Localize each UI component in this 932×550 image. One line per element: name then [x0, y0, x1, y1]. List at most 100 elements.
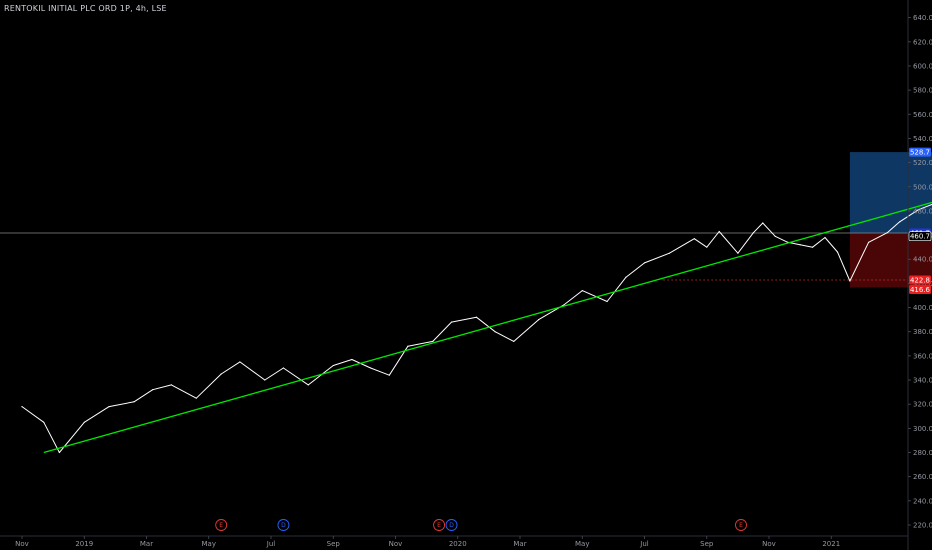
price-tick-label: 300.0	[913, 425, 932, 433]
time-tick-label: Mar	[513, 540, 526, 548]
price-tag-stop	[909, 275, 931, 285]
price-axis[interactable]: 220.0 240.0 260.0 280.0 300.0 320.0 340.0 360.0…	[907, 0, 932, 550]
price-tick-label: 340.0	[913, 377, 932, 385]
time-tick-label: Mar	[140, 540, 153, 548]
price-point	[836, 251, 839, 253]
price-point	[606, 300, 608, 303]
price-point	[513, 340, 515, 342]
profit-zone	[849, 152, 932, 234]
price-series	[21, 203, 932, 454]
price-point	[220, 373, 222, 375]
price-tick-label: 540.0	[913, 135, 932, 143]
price-point	[170, 384, 172, 386]
price-point	[307, 384, 309, 386]
time-tick-label: Jul	[266, 540, 276, 548]
price-tick-label: 520.0	[913, 159, 932, 167]
price-tick-label: 560.0	[913, 111, 932, 119]
price-tick-label: 620.0	[913, 38, 932, 46]
price-point	[407, 345, 409, 347]
support-trendline[interactable]	[43, 114, 932, 454]
price-point	[762, 222, 764, 224]
price-point	[774, 235, 776, 237]
price-tag-label: 460.7	[910, 233, 930, 241]
price-point	[239, 361, 241, 363]
price-point	[133, 401, 135, 403]
price-tick-label: 480.0	[913, 207, 932, 215]
price-point	[432, 340, 434, 342]
price-point	[668, 252, 671, 254]
time-tick-label: Sep	[327, 540, 341, 548]
time-tick-label: Nov	[762, 540, 776, 548]
price-point	[282, 367, 285, 369]
price-point	[811, 246, 814, 248]
dividend-event-marker	[445, 519, 458, 531]
time-tick-label: May	[202, 540, 216, 548]
price-tag-target	[909, 147, 931, 157]
price-point	[849, 280, 851, 282]
price-point	[538, 319, 540, 321]
price-point	[799, 244, 801, 246]
trendline-layer[interactable]	[43, 114, 932, 454]
price-point	[388, 374, 390, 376]
price-tag-stop	[909, 285, 931, 295]
price-point	[21, 406, 23, 408]
price-tick-label: 440.0	[913, 256, 932, 264]
time-tick-label: Nov	[389, 540, 403, 548]
price-point	[152, 389, 154, 391]
time-tick-label: 2019	[75, 540, 93, 548]
horizontal-lines	[0, 232, 908, 281]
price-line	[21, 203, 932, 453]
dividend-event-marker	[277, 519, 290, 531]
price-point	[450, 321, 453, 323]
price-tick-label: 220.0	[913, 522, 932, 530]
price-tick-label: 380.0	[913, 328, 932, 336]
price-point	[195, 397, 197, 399]
price-point	[494, 331, 496, 333]
chart-title: RENTOKIL INITIAL PLC ORD 1P, 4h, LSE	[4, 4, 167, 13]
price-point	[917, 209, 920, 211]
price-tick-label: 400.0	[913, 304, 932, 312]
price-point	[737, 252, 739, 254]
earnings-event-marker	[215, 519, 228, 531]
price-point	[693, 238, 695, 240]
earnings-event-marker	[735, 519, 747, 531]
event-label: E	[437, 522, 441, 529]
price-point	[625, 276, 627, 278]
event-label: D	[449, 522, 454, 529]
price-tick-label: 360.0	[913, 352, 932, 360]
price-tag-last	[908, 231, 932, 242]
price-point	[108, 406, 110, 408]
price-point	[58, 451, 60, 454]
price-tag-label: 422.8	[910, 277, 930, 285]
time-tick-label: Nov	[15, 540, 29, 548]
price-point	[643, 262, 646, 264]
price-tick-label: 260.0	[913, 473, 932, 481]
price-point	[581, 290, 583, 292]
time-axis[interactable]: Nov 2019 Mar May Jul Sep Nov 2020 Mar May Jul Sep No…	[0, 535, 908, 548]
event-label: E	[219, 522, 223, 529]
price-point	[43, 421, 45, 423]
price-point	[475, 316, 478, 318]
event-label: E	[739, 522, 743, 529]
price-tick-label: 280.0	[913, 449, 932, 457]
price-point	[886, 232, 888, 234]
price-point	[83, 421, 85, 423]
price-tick-label: 600.0	[913, 62, 932, 70]
price-point	[332, 364, 334, 367]
price-point	[899, 221, 901, 223]
price-tag-label: 528.7	[910, 149, 930, 157]
price-tick-label: 580.0	[913, 87, 932, 95]
time-tick-label: 2021	[822, 540, 840, 548]
time-tick-label: Jul	[639, 540, 649, 548]
position-zones	[849, 152, 932, 288]
earnings-event-marker	[433, 519, 446, 531]
price-tick-label: 500.0	[913, 183, 932, 191]
price-point	[370, 367, 372, 369]
time-tick-label: Sep	[700, 540, 714, 548]
event-label: D	[281, 522, 286, 529]
price-point	[706, 246, 708, 248]
price-point	[868, 241, 870, 243]
price-point	[752, 232, 755, 234]
